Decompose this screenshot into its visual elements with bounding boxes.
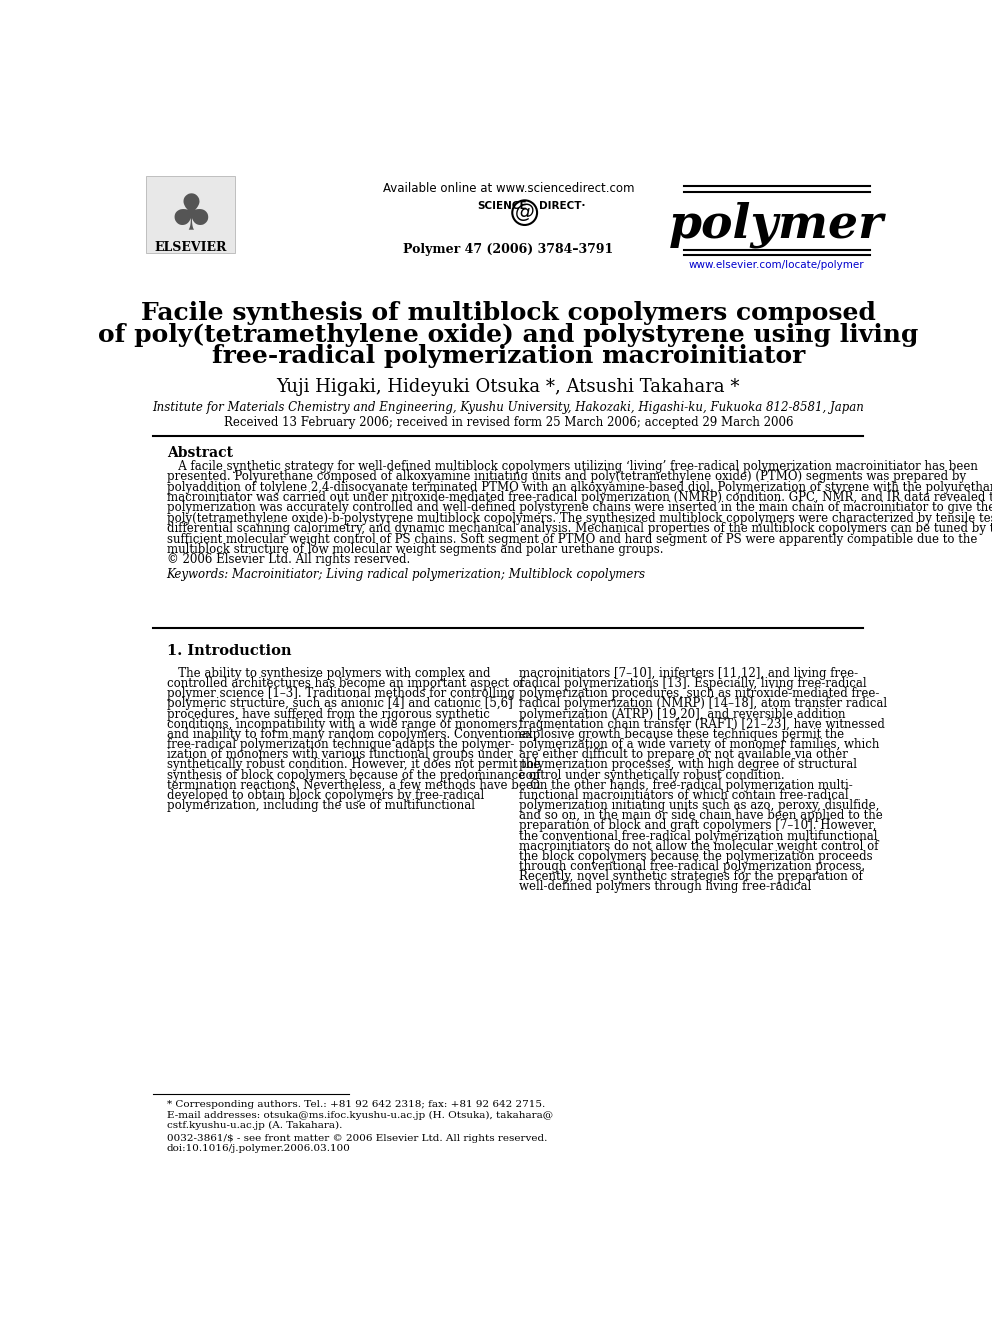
Text: © 2006 Elsevier Ltd. All rights reserved.: © 2006 Elsevier Ltd. All rights reserved… bbox=[167, 553, 410, 566]
Text: controlled architectures has become an important aspect of: controlled architectures has become an i… bbox=[167, 677, 524, 691]
Text: Received 13 February 2006; received in revised form 25 March 2006; accepted 29 M: Received 13 February 2006; received in r… bbox=[223, 415, 794, 429]
Text: SCIENCE: SCIENCE bbox=[477, 201, 527, 212]
Text: termination reactions. Nevertheless, a few methods have been: termination reactions. Nevertheless, a f… bbox=[167, 779, 540, 791]
Text: polymerization was accurately controlled and well-defined polystyrene chains wer: polymerization was accurately controlled… bbox=[167, 501, 992, 515]
Text: free-radical polymerization macroinitiator: free-radical polymerization macroinitiat… bbox=[211, 344, 806, 368]
Text: of poly(tetramethylene oxide) and polystyrene using living: of poly(tetramethylene oxide) and polyst… bbox=[98, 323, 919, 347]
Text: 0032-3861/$ - see front matter © 2006 Elsevier Ltd. All rights reserved.: 0032-3861/$ - see front matter © 2006 El… bbox=[167, 1134, 547, 1143]
Text: A facile synthetic strategy for well-defined multiblock copolymers utilizing ‘li: A facile synthetic strategy for well-def… bbox=[167, 460, 977, 472]
Text: DIRECT·: DIRECT· bbox=[540, 201, 586, 212]
Text: Polymer 47 (2006) 3784–3791: Polymer 47 (2006) 3784–3791 bbox=[404, 243, 613, 257]
Text: the block copolymers because the polymerization proceeds: the block copolymers because the polymer… bbox=[519, 849, 873, 863]
Text: procedures, have suffered from the rigorous synthetic: procedures, have suffered from the rigor… bbox=[167, 708, 489, 721]
Text: radical polymerizations [13]. Especially, living free-radical: radical polymerizations [13]. Especially… bbox=[519, 677, 867, 691]
Text: control under synthetically robust condition.: control under synthetically robust condi… bbox=[519, 769, 785, 782]
Text: @: @ bbox=[515, 204, 535, 222]
FancyBboxPatch shape bbox=[146, 176, 235, 253]
Text: macroinitiator was carried out under nitroxide-mediated free-radical polymerizat: macroinitiator was carried out under nit… bbox=[167, 491, 992, 504]
Text: functional macroinitiators of which contain free-radical: functional macroinitiators of which cont… bbox=[519, 789, 849, 802]
Text: The ability to synthesize polymers with complex and: The ability to synthesize polymers with … bbox=[167, 667, 490, 680]
Text: differential scanning calorimetry, and dynamic mechanical analysis. Mechanical p: differential scanning calorimetry, and d… bbox=[167, 523, 992, 536]
Text: polymer: polymer bbox=[669, 201, 884, 247]
Text: On the other hands, free-radical polymerization multi-: On the other hands, free-radical polymer… bbox=[519, 779, 853, 791]
Text: Abstract: Abstract bbox=[167, 446, 233, 460]
Text: macroinitiators do not allow the molecular weight control of: macroinitiators do not allow the molecul… bbox=[519, 840, 879, 853]
Text: polymerization (ATRP) [19,20], and reversible addition: polymerization (ATRP) [19,20], and rever… bbox=[519, 708, 846, 721]
Text: multiblock structure of low molecular weight segments and polar urethane groups.: multiblock structure of low molecular we… bbox=[167, 542, 663, 556]
Text: explosive growth because these techniques permit the: explosive growth because these technique… bbox=[519, 728, 844, 741]
Text: polymer science [1–3]. Traditional methods for controlling: polymer science [1–3]. Traditional metho… bbox=[167, 687, 515, 700]
Text: poly(tetramethylene oxide)-b-polystyrene multiblock copolymers. The synthesized : poly(tetramethylene oxide)-b-polystyrene… bbox=[167, 512, 992, 525]
Text: preparation of block and graft copolymers [7–10]. However,: preparation of block and graft copolymer… bbox=[519, 819, 877, 832]
Text: synthetically robust condition. However, it does not permit the: synthetically robust condition. However,… bbox=[167, 758, 540, 771]
Text: conditions, incompatibility with a wide range of monomers,: conditions, incompatibility with a wide … bbox=[167, 718, 521, 730]
Text: polymeric structure, such as anionic [4] and cationic [5,6]: polymeric structure, such as anionic [4]… bbox=[167, 697, 513, 710]
Text: radical polymerization (NMRP) [14–18], atom transfer radical: radical polymerization (NMRP) [14–18], a… bbox=[519, 697, 888, 710]
Text: fragmentation chain transfer (RAFT) [21–23], have witnessed: fragmentation chain transfer (RAFT) [21–… bbox=[519, 718, 885, 730]
Text: * Corresponding authors. Tel.: +81 92 642 2318; fax: +81 92 642 2715.: * Corresponding authors. Tel.: +81 92 64… bbox=[167, 1099, 545, 1109]
Text: doi:10.1016/j.polymer.2006.03.100: doi:10.1016/j.polymer.2006.03.100 bbox=[167, 1143, 350, 1152]
Text: developed to obtain block copolymers by free-radical: developed to obtain block copolymers by … bbox=[167, 789, 484, 802]
Text: through conventional free-radical polymerization process.: through conventional free-radical polyme… bbox=[519, 860, 865, 873]
Text: free-radical polymerization technique adapts the polymer-: free-radical polymerization technique ad… bbox=[167, 738, 514, 751]
Text: the conventional free-radical polymerization multifunctional: the conventional free-radical polymeriza… bbox=[519, 830, 878, 843]
Text: are either difficult to prepare or not available via other: are either difficult to prepare or not a… bbox=[519, 749, 848, 761]
Text: synthesis of block copolymers because of the predominance of: synthesis of block copolymers because of… bbox=[167, 769, 540, 782]
Text: polymerization procedures, such as nitroxide-mediated free-: polymerization procedures, such as nitro… bbox=[519, 687, 880, 700]
Text: 1. Introduction: 1. Introduction bbox=[167, 644, 291, 658]
Text: www.elsevier.com/locate/polymer: www.elsevier.com/locate/polymer bbox=[688, 261, 864, 270]
Text: and inability to form many random copolymers. Conventional: and inability to form many random copoly… bbox=[167, 728, 532, 741]
Text: presented. Polyurethane composed of alkoxyamine initiating units and poly(tetram: presented. Polyurethane composed of alko… bbox=[167, 470, 966, 483]
Text: sufficient molecular weight control of PS chains. Soft segment of PTMO and hard : sufficient molecular weight control of P… bbox=[167, 533, 977, 545]
Text: E-mail addresses: otsuka@ms.ifoc.kyushu-u.ac.jp (H. Otsuka), takahara@: E-mail addresses: otsuka@ms.ifoc.kyushu-… bbox=[167, 1110, 553, 1119]
Text: Facile synthesis of multiblock copolymers composed: Facile synthesis of multiblock copolymer… bbox=[141, 302, 876, 325]
Text: well-defined polymers through living free-radical: well-defined polymers through living fre… bbox=[519, 880, 811, 893]
Text: ization of monomers with various functional groups under: ization of monomers with various functio… bbox=[167, 749, 513, 761]
Text: Institute for Materials Chemistry and Engineering, Kyushu University, Hakozaki, : Institute for Materials Chemistry and En… bbox=[153, 401, 864, 414]
Text: polymerization initiating units such as azo, peroxy, disulfide,: polymerization initiating units such as … bbox=[519, 799, 880, 812]
Text: polyaddition of tolylene 2,4-diisocyanate terminated PTMO with an alkoxyamine-ba: polyaddition of tolylene 2,4-diisocyanat… bbox=[167, 480, 992, 493]
Text: ELSEVIER: ELSEVIER bbox=[155, 241, 227, 254]
Text: polymerization, including the use of multifunctional: polymerization, including the use of mul… bbox=[167, 799, 474, 812]
Text: Yuji Higaki, Hideyuki Otsuka *, Atsushi Takahara *: Yuji Higaki, Hideyuki Otsuka *, Atsushi … bbox=[277, 378, 740, 396]
Text: Available online at www.sciencedirect.com: Available online at www.sciencedirect.co… bbox=[383, 181, 634, 194]
Text: and so on, in the main or side chain have been applied to the: and so on, in the main or side chain hav… bbox=[519, 810, 883, 823]
Text: polymerization of a wide variety of monomer families, which: polymerization of a wide variety of mono… bbox=[519, 738, 880, 751]
Text: Recently, novel synthetic strategies for the preparation of: Recently, novel synthetic strategies for… bbox=[519, 871, 863, 884]
Text: cstf.kyushu-u.ac.jp (A. Takahara).: cstf.kyushu-u.ac.jp (A. Takahara). bbox=[167, 1121, 342, 1130]
Text: macroinitiators [7–10], iniferters [11,12], and living free-: macroinitiators [7–10], iniferters [11,1… bbox=[519, 667, 858, 680]
Text: polymerization processes, with high degree of structural: polymerization processes, with high degr… bbox=[519, 758, 857, 771]
Text: ♣: ♣ bbox=[169, 193, 213, 241]
Text: Keywords: Macroinitiator; Living radical polymerization; Multiblock copolymers: Keywords: Macroinitiator; Living radical… bbox=[167, 569, 646, 581]
